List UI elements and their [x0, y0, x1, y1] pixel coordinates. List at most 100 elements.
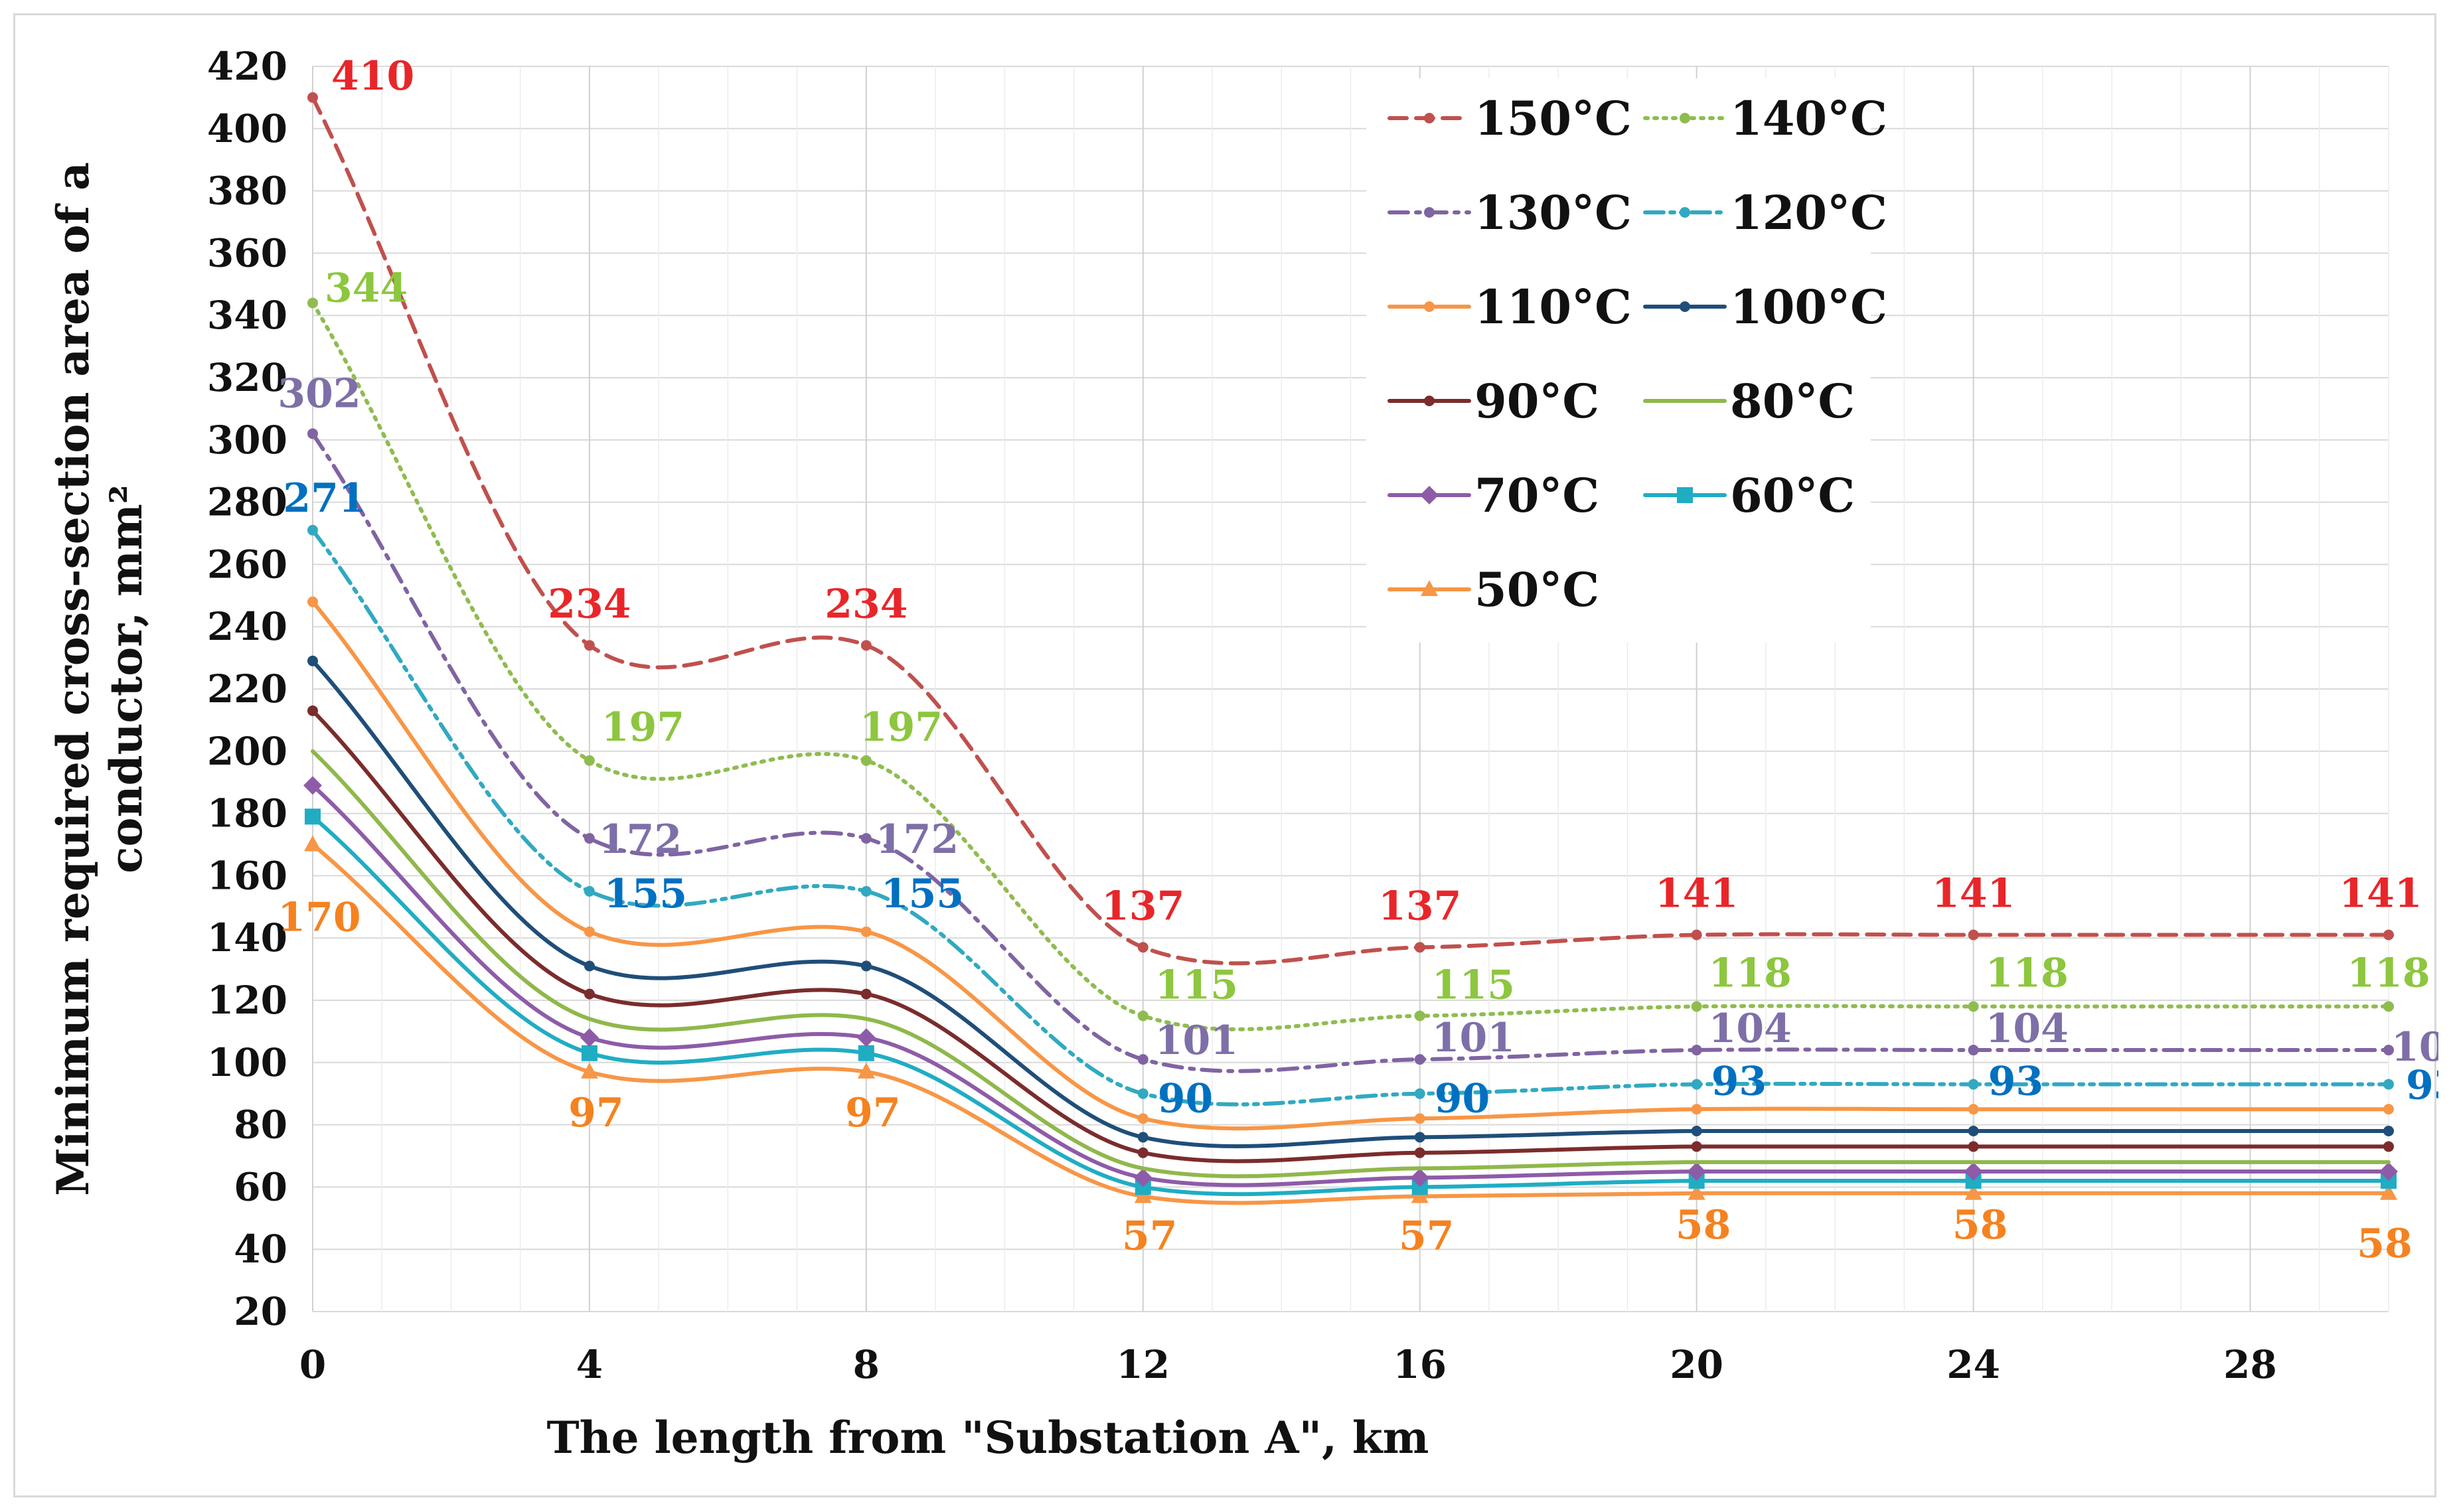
data-label-140c: 118 [2347, 950, 2430, 996]
legend-marker [1424, 113, 1435, 123]
data-label-150c: 141 [2339, 871, 2422, 917]
data-label-120c: 90 [1435, 1076, 1490, 1122]
data-point-70c [2379, 1162, 2398, 1181]
y-tick-label: 320 [207, 355, 287, 400]
data-point-120c [584, 885, 595, 897]
data-label-50c: 170 [277, 895, 360, 941]
legend-marker [1421, 580, 1438, 596]
data-point-110c [1137, 1113, 1148, 1124]
y-tick-label: 140 [207, 915, 287, 960]
data-point-50c [1964, 1183, 1982, 1200]
data-label-150c: 137 [1101, 883, 1184, 929]
data-point-50c [1134, 1187, 1152, 1203]
data-point-130c [860, 833, 872, 844]
y-tick-label: 100 [207, 1040, 287, 1085]
data-point-110c [2383, 1104, 2394, 1115]
data-point-150c [584, 640, 595, 651]
y-axis-title-line-2: conductor, mm² [100, 485, 152, 873]
legend-marker [1680, 113, 1690, 123]
data-point-90c [584, 988, 595, 1000]
data-label-50c: 58 [2357, 1221, 2412, 1267]
data-point-130c [1414, 1054, 1425, 1065]
x-tick-label: 0 [299, 1342, 326, 1387]
y-tick-label: 400 [207, 106, 287, 151]
y-tick-label: 180 [207, 791, 287, 836]
data-point-120c [1968, 1079, 1979, 1090]
data-point-70c [1964, 1162, 1983, 1181]
data-point-100c [1137, 1132, 1148, 1143]
y-tick-label: 240 [207, 604, 287, 649]
data-point-50c [580, 1062, 598, 1079]
data-point-90c [860, 988, 872, 1000]
data-point-50c [2380, 1183, 2397, 1200]
data-point-110c [1968, 1104, 1979, 1115]
data-point-150c [1691, 929, 1702, 941]
data-point-110c [1691, 1104, 1702, 1115]
legend-marker [1680, 301, 1690, 312]
data-point-100c [1691, 1125, 1702, 1136]
data-label-120c: 93 [1711, 1059, 1767, 1105]
data-point-70c [1410, 1168, 1429, 1187]
data-point-120c [307, 524, 318, 536]
legend-label: 60°C [1730, 468, 1855, 523]
data-point-100c [307, 655, 318, 666]
data-point-110c [1414, 1113, 1425, 1124]
x-tick-label: 24 [1946, 1342, 2000, 1387]
data-label-50c: 57 [1122, 1213, 1178, 1259]
legend-marker [1424, 396, 1435, 406]
data-point-120c [1414, 1088, 1425, 1099]
data-point-140c [1968, 1001, 1979, 1012]
x-tick-label: 20 [1670, 1342, 1723, 1387]
data-point-140c [584, 755, 595, 766]
data-point-150c [1968, 929, 1979, 941]
y-tick-label: 120 [207, 978, 287, 1023]
legend: 150°C 140°C 130°C 120°C 110°C 100°C 90°C 80°C 70… [1366, 78, 1887, 643]
data-label-130c: 302 [277, 370, 360, 417]
data-point-60c [858, 1045, 874, 1061]
data-point-150c [307, 92, 318, 103]
data-label-50c: 57 [1399, 1213, 1455, 1259]
legend-marker [1677, 487, 1693, 503]
x-tick-label: 4 [576, 1342, 603, 1387]
data-point-120c [860, 885, 872, 897]
data-point-110c [860, 926, 872, 937]
legend-label: 80°C [1730, 374, 1855, 429]
data-point-140c [860, 755, 872, 766]
data-point-50c [857, 1062, 875, 1079]
data-label-50c: 58 [1676, 1202, 1731, 1248]
data-point-100c [584, 960, 595, 972]
data-point-140c [2383, 1001, 2394, 1012]
series-layer [303, 92, 2398, 1205]
data-label-150c: 410 [331, 53, 414, 100]
legend-label: 70°C [1474, 468, 1599, 523]
x-tick-label: 8 [853, 1342, 880, 1387]
data-label-140c: 344 [325, 265, 408, 311]
legend-marker [1680, 207, 1690, 218]
data-label-140c: 118 [1709, 950, 1792, 996]
legend-marker [1424, 301, 1435, 312]
y-tick-label: 420 [207, 44, 287, 89]
legend-marker [1424, 207, 1435, 218]
data-point-110c [584, 926, 595, 937]
data-point-120c [1691, 1079, 1702, 1090]
data-point-100c [1968, 1125, 1979, 1136]
data-point-130c [1691, 1045, 1702, 1056]
data-point-70c [1133, 1168, 1152, 1187]
data-label-layer: 410 234 234 137 137 141 141 141 344 197 197 115 115 1… [277, 53, 2438, 1267]
data-label-140c: 115 [1155, 962, 1238, 1008]
x-tick-label: 28 [2223, 1342, 2277, 1387]
data-point-120c [1137, 1088, 1148, 1099]
y-tick-label: 380 [207, 169, 287, 214]
data-label-140c: 115 [1432, 962, 1515, 1008]
data-label-120c: 93 [1988, 1059, 2044, 1105]
y-tick-label: 20 [234, 1289, 287, 1334]
y-axis-title-line-1: Minimum required cross-section area of a [47, 162, 99, 1196]
y-tick-label: 360 [207, 230, 287, 275]
data-point-150c [860, 640, 872, 651]
y-tick-label: 340 [207, 293, 287, 338]
data-point-60c [305, 808, 321, 825]
data-point-150c [1137, 942, 1148, 953]
data-point-130c [1968, 1045, 1979, 1056]
y-tick-label: 260 [207, 542, 287, 587]
data-point-90c [1137, 1147, 1148, 1158]
